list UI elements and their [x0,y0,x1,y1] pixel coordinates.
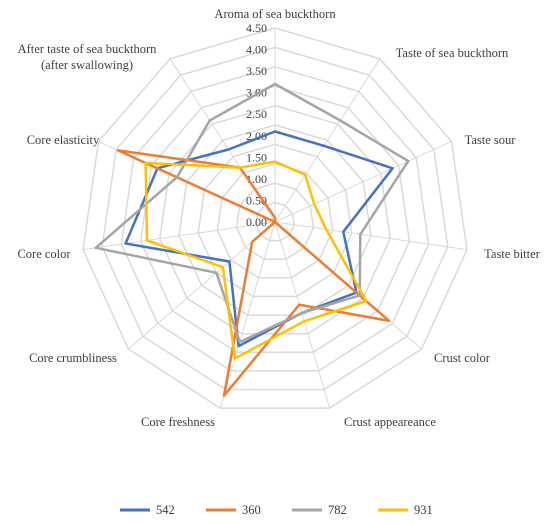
legend-label: 542 [156,503,175,517]
series-931-line [144,160,368,360]
data-series [94,82,410,397]
legend-label: 360 [242,503,261,517]
grid-ring [120,66,430,372]
category-label: Taste of sea buckthorn [396,46,509,60]
grid-spoke [274,221,468,251]
grid-ring [197,143,353,298]
category-label: Crust appeareance [344,415,436,429]
tick-label: 2.00 [246,129,267,143]
grid-spoke [219,221,276,409]
legend-label: 782 [328,503,347,517]
grid-ring [235,182,315,260]
tick-label: 4.50 [246,21,267,35]
grid-spoke [274,140,452,223]
tick-label: 0.00 [246,215,267,229]
category-label: Taste sour [465,133,517,147]
series-360-line [116,149,391,397]
grid-ring [178,124,372,316]
tick-label: 2.50 [246,107,267,121]
category-label: Taste bitter [484,247,541,261]
grid-ring [101,46,449,391]
category-label: Core color [17,247,71,261]
grid-spoke [274,58,381,223]
radial-ticks: 0.000.501.001.502.002.503.003.504.004.50 [246,21,267,229]
category-label: Crust color [434,351,491,365]
grid-ring [255,201,295,242]
category-label: Core crumbliness [29,351,117,365]
grid-ring [216,163,334,279]
legend: 542 360 782 931 [120,503,433,517]
tick-label: 1.50 [246,150,267,164]
legend-label: 931 [414,503,433,517]
series-782-line [94,82,410,344]
category-label: After taste of sea buckthorn (after swall… [18,42,158,72]
tick-label: 4.00 [246,43,267,57]
category-label: Aroma of sea buckthorn [214,7,336,21]
grid-spoke [82,221,276,251]
grid-ring [82,27,468,409]
category-labels: Aroma of sea buckthorn Taste of sea buckt… [17,7,540,429]
grid-spoke [274,221,331,409]
grid-spoke [128,221,276,350]
category-label: Core freshness [141,415,215,429]
category-label: Core elasticity [27,133,100,147]
tick-label: 3.50 [246,64,267,78]
